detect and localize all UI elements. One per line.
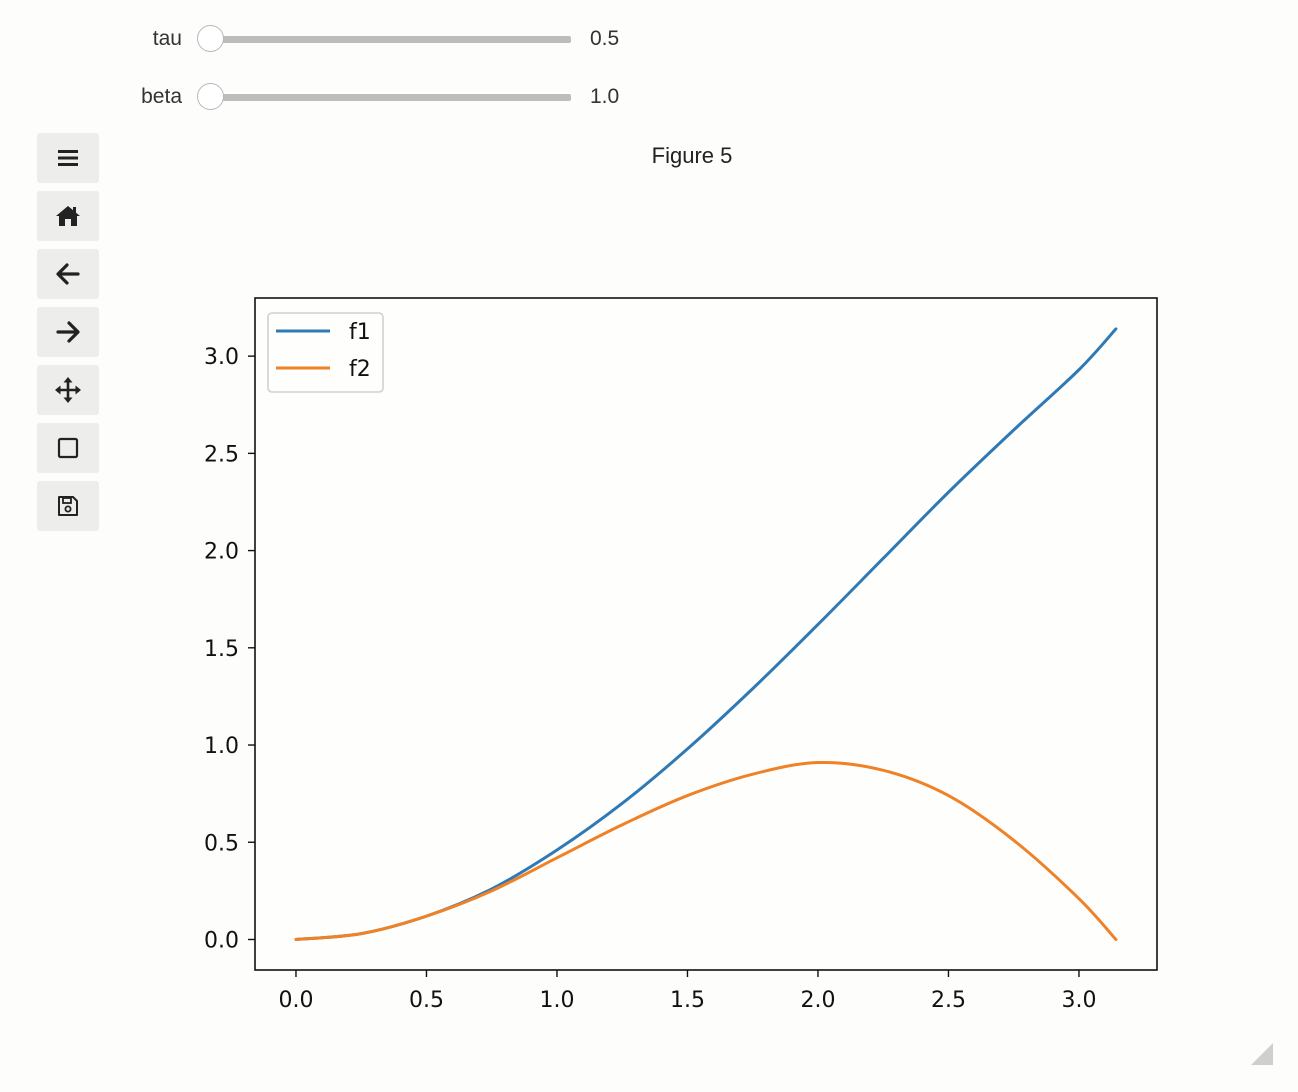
x-tick-label: 3.0 bbox=[1061, 988, 1096, 1013]
y-tick-label: 1.0 bbox=[204, 734, 239, 759]
slider-beta-label: beta bbox=[141, 85, 182, 108]
slider-tau: tau 0.5 bbox=[120, 24, 640, 54]
x-tick-label: 0.5 bbox=[409, 988, 444, 1013]
y-tick-label: 0.0 bbox=[204, 928, 239, 953]
figure-toolbar bbox=[37, 133, 99, 539]
axes-frame bbox=[254, 297, 1158, 971]
resize-grip-icon[interactable] bbox=[1251, 1043, 1273, 1065]
menu-button[interactable] bbox=[37, 133, 99, 183]
y-tick-label: 2.5 bbox=[204, 442, 239, 467]
back-button[interactable] bbox=[37, 249, 99, 299]
slider-beta-track[interactable] bbox=[197, 83, 571, 110]
y-tick-label: 3.0 bbox=[204, 345, 239, 370]
move-icon bbox=[55, 377, 81, 403]
arrow-right-icon bbox=[56, 321, 80, 343]
forward-button[interactable] bbox=[37, 307, 99, 357]
slider-tau-track[interactable] bbox=[197, 25, 571, 52]
slider-tau-thumb[interactable] bbox=[197, 25, 224, 52]
series-line-f2 bbox=[294, 760, 1118, 941]
y-tick-label: 1.5 bbox=[204, 637, 239, 662]
y-tick-label: 2.0 bbox=[204, 540, 239, 565]
legend-label-f2: f2 bbox=[349, 357, 371, 382]
x-tick-label: 0.0 bbox=[278, 988, 313, 1013]
save-icon bbox=[58, 496, 78, 516]
arrow-left-icon bbox=[56, 263, 80, 285]
menu-icon bbox=[58, 150, 78, 166]
x-tick-label: 1.0 bbox=[539, 988, 574, 1013]
x-tick-label: 2.0 bbox=[800, 988, 835, 1013]
home-button[interactable] bbox=[37, 191, 99, 241]
save-button[interactable] bbox=[37, 481, 99, 531]
slider-beta-value: 1.0 bbox=[590, 85, 620, 108]
slider-beta: beta 1.0 bbox=[120, 82, 640, 112]
home-icon bbox=[56, 206, 80, 226]
square-icon bbox=[57, 437, 79, 459]
x-tick-label: 1.5 bbox=[670, 988, 705, 1013]
y-tick-label: 0.5 bbox=[204, 831, 239, 856]
zoom-rect-button[interactable] bbox=[37, 423, 99, 473]
figure-title: Figure 5 bbox=[651, 143, 733, 168]
slider-beta-thumb[interactable] bbox=[197, 83, 224, 110]
pan-button[interactable] bbox=[37, 365, 99, 415]
x-tick-label: 2.5 bbox=[931, 988, 966, 1013]
slider-tau-value: 0.5 bbox=[590, 27, 620, 50]
legend-label-f1: f1 bbox=[349, 320, 371, 345]
slider-tau-label: tau bbox=[152, 27, 182, 50]
legend-box bbox=[267, 312, 384, 393]
